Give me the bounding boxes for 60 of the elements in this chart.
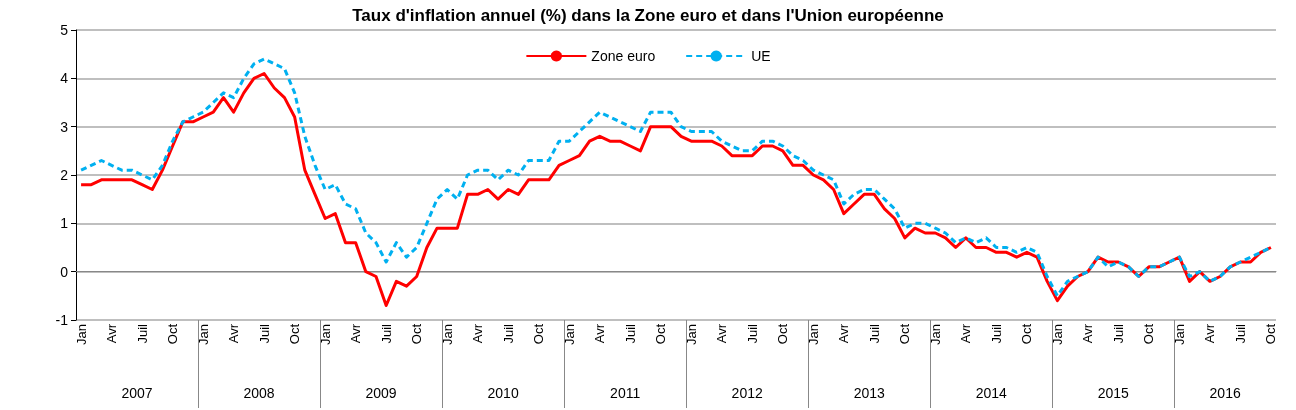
x-tick-label: Oct bbox=[653, 323, 669, 345]
x-tick-label: Juil bbox=[744, 323, 760, 344]
y-tick-label: 3 bbox=[60, 118, 69, 135]
chart-title: Taux d'inflation annuel (%) dans la Zone euro et dans l'Union européenne bbox=[352, 6, 944, 25]
x-tick-label: Juil bbox=[500, 323, 516, 344]
x-tick-label: Jan bbox=[1171, 324, 1187, 345]
text: 2012 bbox=[731, 385, 763, 401]
text: 2011 bbox=[610, 385, 641, 401]
x-tick-label: Juil bbox=[256, 323, 272, 344]
x-tick-label: Jan bbox=[1049, 324, 1065, 345]
x-tick-label: Oct bbox=[775, 323, 791, 345]
x-tick-label: Juil bbox=[988, 323, 1004, 344]
x-tick-label: Juil bbox=[866, 323, 882, 344]
x-tick-label: Oct bbox=[1263, 323, 1279, 345]
x-tick-label: Jan bbox=[73, 324, 89, 345]
x-tick-label: Jan bbox=[195, 324, 211, 345]
x-tick-label: Oct bbox=[897, 323, 913, 345]
x-tick-label: Juil bbox=[378, 323, 394, 344]
y-tick-label: 2 bbox=[60, 167, 69, 183]
text: 2010 bbox=[487, 385, 519, 401]
y-tick-label: 5 bbox=[60, 22, 69, 38]
x-tick-label: Oct bbox=[531, 323, 547, 345]
x-tick-label: Avr bbox=[836, 323, 852, 344]
x-tick-label: Jan bbox=[927, 324, 943, 345]
text: 2013 bbox=[853, 385, 885, 401]
x-tick-label: Juil bbox=[622, 323, 638, 344]
x-tick-label: Avr bbox=[348, 323, 364, 344]
x-tick-label: Juil bbox=[134, 323, 150, 344]
x-tick-label: Oct bbox=[409, 323, 425, 345]
y-tick-label: -1 bbox=[55, 312, 69, 328]
legend-label: Zone euro bbox=[591, 48, 656, 64]
x-tick-label: Jan bbox=[805, 324, 821, 345]
y-tick-label: 4 bbox=[60, 70, 69, 87]
x-tick-label: Avr bbox=[592, 323, 608, 344]
text: 2016 bbox=[1209, 385, 1241, 401]
text: 2008 bbox=[243, 385, 275, 401]
y-tick-label: 1 bbox=[60, 215, 69, 232]
x-tick-label: Avr bbox=[470, 323, 486, 344]
x-tick-label: Jan bbox=[683, 324, 699, 345]
x-tick-label: Juil bbox=[1232, 323, 1248, 344]
x-tick-label: Avr bbox=[1202, 323, 1218, 344]
x-tick-label: Oct bbox=[1019, 323, 1035, 345]
x-tick-label: Avr bbox=[104, 323, 120, 344]
text: 2015 bbox=[1097, 385, 1130, 401]
x-tick-label: Jan bbox=[317, 324, 333, 345]
x-tick-label: Juil bbox=[1110, 323, 1126, 344]
text: 2009 bbox=[365, 385, 397, 401]
text: 2007 bbox=[121, 385, 153, 401]
legend-label: UE bbox=[751, 48, 771, 64]
x-tick-label: Oct bbox=[165, 323, 181, 345]
x-tick-label: Avr bbox=[714, 323, 730, 344]
x-tick-label: Avr bbox=[1080, 323, 1096, 344]
x-tick-label: Avr bbox=[958, 323, 974, 344]
x-tick-label: Avr bbox=[226, 323, 242, 344]
y-tick-label: 0 bbox=[60, 263, 69, 280]
x-tick-label: Jan bbox=[439, 324, 455, 345]
x-tick-label: Jan bbox=[561, 324, 577, 345]
x-tick-label: Oct bbox=[287, 323, 303, 345]
text: 2014 bbox=[975, 385, 1008, 401]
x-tick-label: Oct bbox=[1141, 323, 1157, 345]
